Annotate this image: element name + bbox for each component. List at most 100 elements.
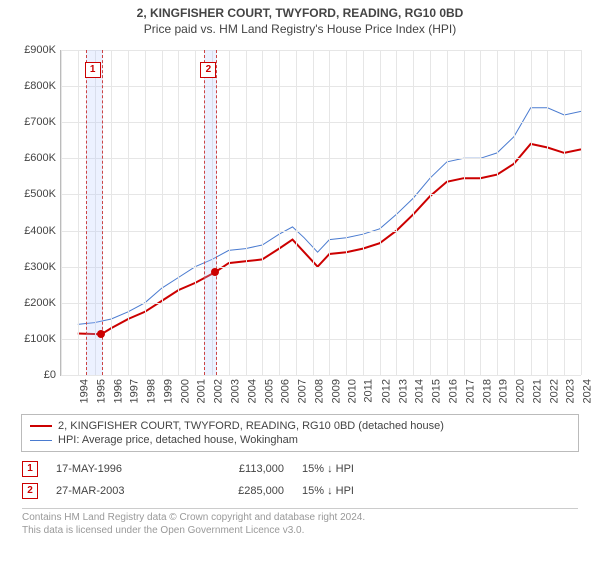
x-axis-label: 2005 [263, 379, 275, 403]
x-axis-label: 2008 [313, 379, 325, 403]
y-axis-label: £0 [10, 369, 56, 381]
x-axis-label: 2022 [548, 379, 560, 403]
plot-region [60, 50, 581, 376]
x-axis-label: 2001 [196, 379, 208, 403]
gridline-v [531, 50, 532, 375]
sales-table: 117-MAY-1996£113,00015% ↓ HPI227-MAR-200… [22, 458, 578, 502]
x-axis-label: 1999 [162, 379, 174, 403]
gridline-h [61, 231, 581, 232]
legend-label: HPI: Average price, detached house, Woki… [58, 434, 298, 446]
line-series-svg [61, 50, 581, 375]
x-axis-label: 2009 [330, 379, 342, 403]
sale-row-marker: 2 [22, 483, 38, 499]
sale-date: 17-MAY-1996 [56, 463, 176, 475]
gridline-v [313, 50, 314, 375]
y-axis-label: £400K [10, 225, 56, 237]
gridline-v [61, 50, 62, 375]
x-axis-label: 2000 [179, 379, 191, 403]
x-axis-label: 2019 [498, 379, 510, 403]
x-axis-label: 1998 [146, 379, 158, 403]
gridline-h [61, 158, 581, 159]
gridline-v [229, 50, 230, 375]
gridline-h [61, 375, 581, 376]
sale-marker-box: 2 [200, 62, 216, 78]
gridline-v [178, 50, 179, 375]
x-axis-label: 2010 [347, 379, 359, 403]
footer-line-2: This data is licensed under the Open Gov… [22, 525, 578, 538]
gridline-h [61, 339, 581, 340]
x-axis-label: 2018 [481, 379, 493, 403]
sale-band [86, 50, 103, 375]
gridline-h [61, 86, 581, 87]
gridline-v [329, 50, 330, 375]
footer: Contains HM Land Registry data © Crown c… [22, 508, 578, 537]
gridline-v [547, 50, 548, 375]
gridline-v [514, 50, 515, 375]
x-axis-label: 2004 [246, 379, 258, 403]
gridline-h [61, 303, 581, 304]
legend-row: HPI: Average price, detached house, Woki… [30, 433, 570, 447]
x-axis-label: 2016 [448, 379, 460, 403]
y-axis-label: £700K [10, 116, 56, 128]
gridline-v [78, 50, 79, 375]
legend-swatch [30, 440, 52, 441]
y-axis-label: £900K [10, 44, 56, 56]
sale-price: £113,000 [194, 463, 284, 475]
gridline-v [413, 50, 414, 375]
gridline-v [380, 50, 381, 375]
sale-hpi-delta: 15% ↓ HPI [302, 463, 402, 475]
gridline-h [61, 50, 581, 51]
footer-line-1: Contains HM Land Registry data © Crown c… [22, 512, 578, 525]
gridline-h [61, 267, 581, 268]
x-axis-label: 2020 [515, 379, 527, 403]
y-axis-label: £200K [10, 297, 56, 309]
x-axis-label: 2011 [363, 379, 375, 403]
x-axis-label: 2013 [397, 379, 409, 403]
sale-dot [211, 268, 219, 276]
gridline-v [128, 50, 129, 375]
x-axis-label: 2024 [582, 379, 594, 403]
sale-price: £285,000 [194, 485, 284, 497]
gridline-v [497, 50, 498, 375]
x-axis-label: 1997 [129, 379, 141, 403]
x-axis-label: 2007 [297, 379, 309, 403]
y-axis-label: £600K [10, 152, 56, 164]
legend-label: 2, KINGFISHER COURT, TWYFORD, READING, R… [58, 420, 444, 432]
x-axis-label: 1995 [95, 379, 107, 403]
y-axis-label: £100K [10, 333, 56, 345]
gridline-v [145, 50, 146, 375]
gridline-v [296, 50, 297, 375]
sale-marker-box: 1 [85, 62, 101, 78]
x-axis-label: 1994 [78, 379, 90, 403]
gridline-v [480, 50, 481, 375]
gridline-v [246, 50, 247, 375]
sale-row: 117-MAY-1996£113,00015% ↓ HPI [22, 458, 578, 480]
gridline-v [430, 50, 431, 375]
gridline-v [346, 50, 347, 375]
sale-band [204, 50, 218, 375]
legend: 2, KINGFISHER COURT, TWYFORD, READING, R… [21, 414, 579, 452]
gridline-v [564, 50, 565, 375]
x-axis-label: 2023 [565, 379, 577, 403]
gridline-v [195, 50, 196, 375]
gridline-v [464, 50, 465, 375]
gridline-v [111, 50, 112, 375]
x-axis-label: 2003 [229, 379, 241, 403]
x-axis-label: 2021 [531, 379, 543, 403]
gridline-v [363, 50, 364, 375]
x-axis-label: 2002 [213, 379, 225, 403]
chart-subtitle: Price paid vs. HM Land Registry's House … [0, 22, 600, 36]
gridline-v [279, 50, 280, 375]
legend-swatch [30, 425, 52, 427]
gridline-v [162, 50, 163, 375]
x-axis-label: 2006 [280, 379, 292, 403]
x-axis-label: 2017 [464, 379, 476, 403]
y-axis-label: £800K [10, 80, 56, 92]
x-axis-label: 2014 [414, 379, 426, 403]
chart-title: 2, KINGFISHER COURT, TWYFORD, READING, R… [0, 6, 600, 20]
x-axis-label: 2015 [431, 379, 443, 403]
gridline-v [262, 50, 263, 375]
gridline-v [581, 50, 582, 375]
gridline-h [61, 194, 581, 195]
x-axis-label: 2012 [380, 379, 392, 403]
